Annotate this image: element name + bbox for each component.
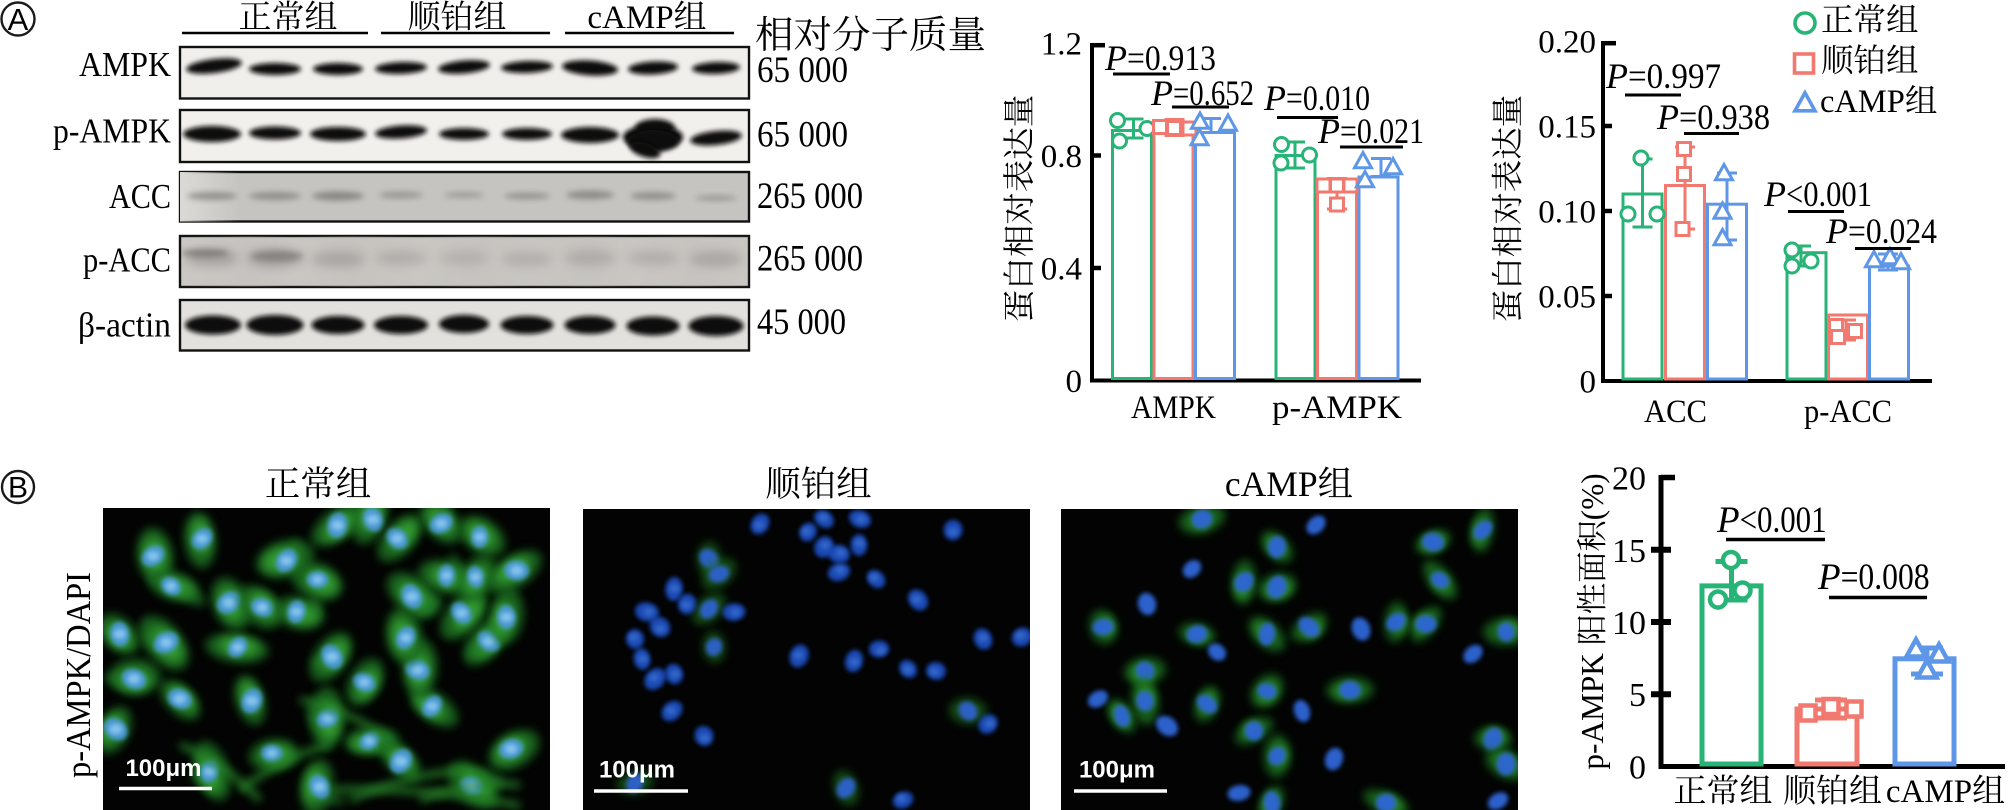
svg-text:A: A — [8, 2, 29, 37]
svg-text:P: P — [1817, 557, 1841, 598]
svg-text:p-AMPK: p-AMPK — [1272, 390, 1402, 426]
svg-text:0.4: 0.4 — [1041, 252, 1082, 288]
svg-text:cAMP: cAMP — [1225, 464, 1318, 504]
svg-text:0: 0 — [1580, 365, 1597, 401]
svg-text:15: 15 — [1612, 533, 1646, 570]
svg-text:P: P — [1317, 111, 1340, 151]
svg-text:p-ACC: p-ACC — [83, 241, 171, 280]
svg-text:<0.001: <0.001 — [1740, 500, 1827, 541]
svg-text:=0.021: =0.021 — [1340, 111, 1424, 151]
svg-text:10: 10 — [1612, 605, 1646, 642]
svg-text:<0.001: <0.001 — [1786, 174, 1872, 214]
svg-text:65 000: 65 000 — [757, 115, 848, 156]
svg-text:cAMP: cAMP — [587, 0, 673, 36]
svg-text:45 000: 45 000 — [757, 302, 846, 343]
svg-text:=0.938: =0.938 — [1679, 97, 1770, 137]
svg-text:P: P — [1263, 78, 1286, 118]
svg-text:P: P — [1104, 38, 1127, 78]
svg-text:β-actin: β-actin — [78, 306, 171, 345]
svg-text:265 000: 265 000 — [757, 239, 863, 280]
svg-text:p-ACC: p-ACC — [1804, 394, 1892, 430]
svg-text:5: 5 — [1629, 677, 1646, 714]
svg-text:P: P — [1716, 500, 1740, 541]
svg-text:=0.024: =0.024 — [1848, 211, 1937, 251]
svg-text:(%): (%) — [1575, 473, 1610, 520]
svg-text:0: 0 — [1066, 364, 1083, 400]
svg-text:P: P — [1825, 211, 1848, 251]
svg-text:p-AMPK/DAPI: p-AMPK/DAPI — [59, 572, 98, 778]
svg-text:=0.010: =0.010 — [1286, 78, 1370, 118]
svg-text:100μm: 100μm — [125, 755, 201, 782]
svg-text:=0.008: =0.008 — [1841, 557, 1930, 598]
svg-text:20: 20 — [1612, 461, 1646, 498]
svg-text:0.10: 0.10 — [1538, 195, 1596, 231]
svg-text:0.8: 0.8 — [1041, 139, 1082, 175]
svg-text:P: P — [1656, 97, 1679, 137]
svg-text:p-AMPK: p-AMPK — [1575, 645, 1610, 769]
svg-text:65 000: 65 000 — [757, 50, 848, 91]
svg-text:0.20: 0.20 — [1538, 25, 1596, 61]
svg-text:cAMP: cAMP — [1886, 774, 1972, 810]
svg-text:ACC: ACC — [109, 177, 171, 216]
svg-text:0.05: 0.05 — [1538, 280, 1596, 316]
svg-text:1.2: 1.2 — [1041, 27, 1082, 63]
svg-text:100μm: 100μm — [599, 757, 675, 784]
svg-text:P: P — [1763, 174, 1786, 214]
svg-text:0: 0 — [1629, 750, 1646, 787]
svg-text:P: P — [1605, 56, 1628, 96]
svg-text:B: B — [8, 472, 28, 505]
svg-text:100μm: 100μm — [1079, 757, 1155, 784]
svg-text:p-AMPK: p-AMPK — [53, 112, 171, 151]
svg-text:cAMP: cAMP — [1820, 84, 1905, 120]
svg-text:0.15: 0.15 — [1538, 110, 1596, 146]
svg-text:AMPK: AMPK — [79, 45, 171, 84]
svg-text:ACC: ACC — [1644, 394, 1707, 430]
svg-text:AMPK: AMPK — [1131, 390, 1216, 426]
svg-text:265 000: 265 000 — [757, 176, 863, 217]
svg-text:=0.997: =0.997 — [1628, 56, 1721, 96]
svg-text:=0.913: =0.913 — [1127, 38, 1216, 78]
svg-text:P: P — [1150, 73, 1173, 113]
